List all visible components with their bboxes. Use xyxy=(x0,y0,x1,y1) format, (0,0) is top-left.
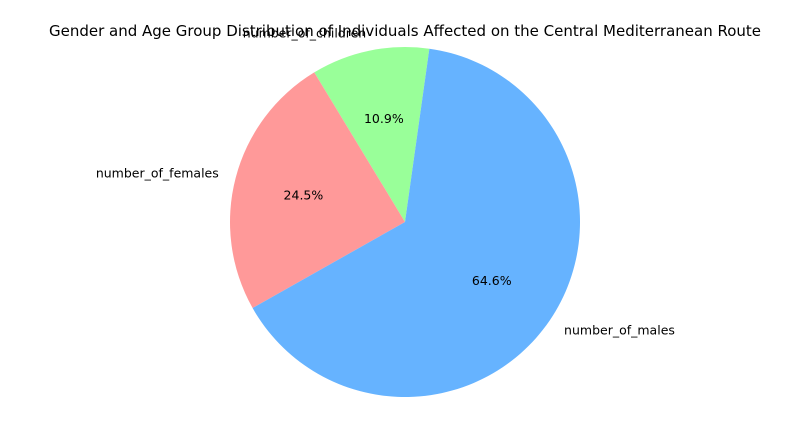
pct-number-of-children: 10.9% xyxy=(364,111,404,126)
label-number-of-females: number_of_females xyxy=(96,165,219,180)
chart-title: Gender and Age Group Distribution of Ind… xyxy=(49,22,761,40)
label-number-of-males: number_of_males xyxy=(564,322,675,337)
pct-number-of-males: 64.6% xyxy=(472,273,512,288)
slice-number-of-males xyxy=(252,48,581,397)
slice-number-of-children xyxy=(314,46,430,222)
slice-number-of-females xyxy=(230,72,405,309)
pie-labels: number_of_children 10.9% number_of_females… xyxy=(96,25,675,337)
label-number-of-children: number_of_children xyxy=(243,25,367,40)
pct-number-of-females: 24.5% xyxy=(284,187,324,202)
pie-slices xyxy=(230,46,581,397)
